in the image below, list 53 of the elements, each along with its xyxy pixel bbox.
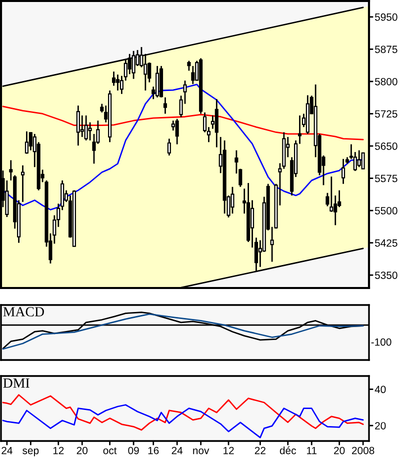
candlestick xyxy=(163,96,167,114)
candlestick xyxy=(214,98,218,148)
candlestick xyxy=(84,114,88,142)
y-tick-label: 5575 xyxy=(374,174,398,182)
y-tick-label: 5350 xyxy=(374,272,398,279)
y-tick-label: 5950 xyxy=(374,13,398,21)
x-tick-label: 24 xyxy=(172,446,183,454)
x-tick-label: 2008 xyxy=(352,446,374,454)
x-tick-label: nov xyxy=(193,448,210,454)
x-tick-label: 24 xyxy=(2,446,12,454)
x-tick-label: 20 xyxy=(76,446,88,454)
y-tick-label: 20 xyxy=(375,422,386,430)
chart-title: MACD xyxy=(3,307,44,316)
x-tick-label: oct xyxy=(103,447,117,454)
candlestick xyxy=(342,158,346,185)
candlestick xyxy=(76,104,80,146)
text: -100 xyxy=(371,338,392,346)
candlestick xyxy=(116,74,120,92)
line-series xyxy=(2,106,364,140)
x-tick-label: 16 xyxy=(148,446,159,454)
candlestick xyxy=(132,50,136,80)
candlestick xyxy=(191,65,195,85)
y-tick-label: 5425 xyxy=(374,239,398,247)
y-tick-label: 5800 xyxy=(374,78,398,86)
x-tick-label: déc xyxy=(280,446,296,454)
candlestick xyxy=(175,118,179,145)
y-tick-label: 5500 xyxy=(374,207,398,214)
candlestick xyxy=(357,150,361,168)
chart-title: DMI xyxy=(3,378,30,388)
x-tick-label: 09 xyxy=(128,446,139,454)
candlestick xyxy=(156,65,160,98)
candlestick xyxy=(24,130,28,154)
candlestick xyxy=(230,186,234,214)
x-tick-label: 12 xyxy=(224,446,234,454)
line-series xyxy=(2,394,364,431)
x-tick-label: 20 xyxy=(334,446,345,454)
candlestick xyxy=(361,152,365,170)
candlestick xyxy=(112,70,116,86)
line-series xyxy=(2,404,364,438)
y-tick-label: 5875 xyxy=(374,46,398,54)
x-tick-label: sep xyxy=(22,448,39,456)
x-tick-label: 11 xyxy=(307,446,317,454)
candlestick xyxy=(187,60,191,72)
candlestick xyxy=(88,122,92,142)
y-tick-label: 5725 xyxy=(374,110,398,118)
x-tick-label: 22 xyxy=(254,446,266,454)
y-tick-label: 5650 xyxy=(374,142,398,150)
candlestick xyxy=(330,176,334,213)
candlestick xyxy=(167,138,171,156)
candlestick xyxy=(20,164,25,203)
y-tick-label: 40 xyxy=(374,386,386,394)
x-tick-label: 12 xyxy=(53,446,64,454)
candlestick xyxy=(80,114,84,138)
